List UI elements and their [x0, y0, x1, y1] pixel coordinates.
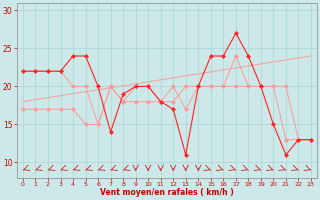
- X-axis label: Vent moyen/en rafales ( km/h ): Vent moyen/en rafales ( km/h ): [100, 188, 234, 197]
